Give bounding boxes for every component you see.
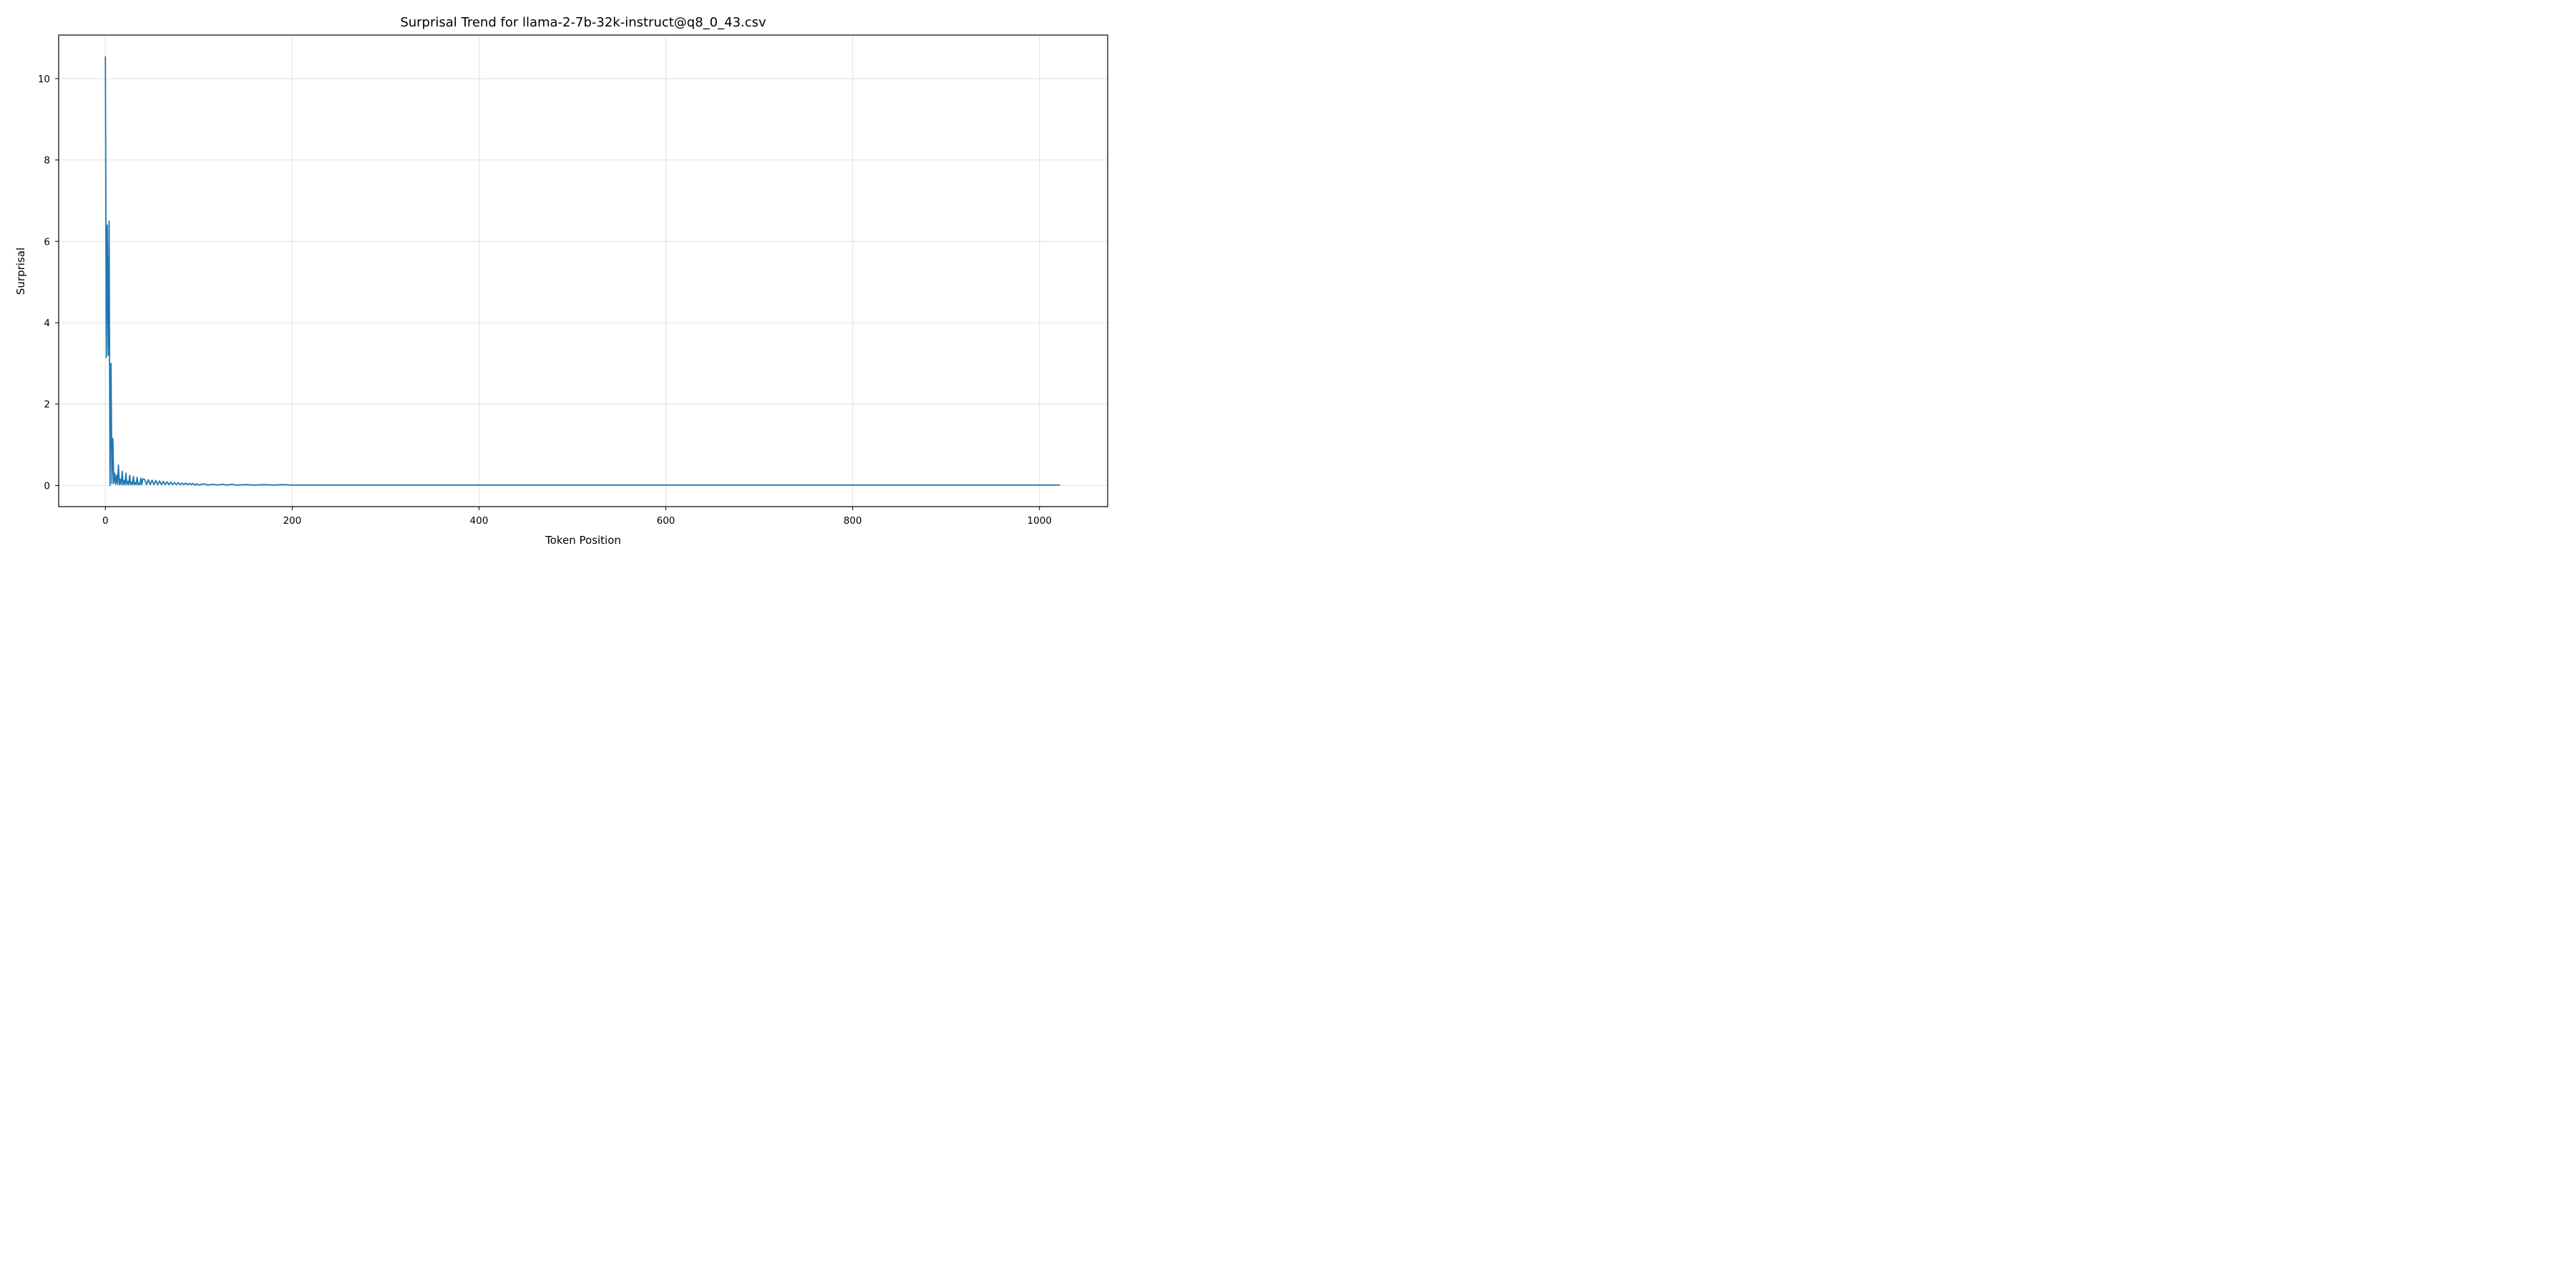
y-tick-label: 4 — [44, 318, 50, 329]
y-axis-ticks: 0 2 4 6 8 10 — [38, 74, 59, 492]
y-tick-label: 2 — [44, 399, 50, 411]
y-tick-label: 10 — [38, 74, 50, 85]
y-tick-label: 6 — [44, 236, 50, 248]
series-layer — [104, 56, 1060, 487]
y-axis-label: Surprisal — [14, 248, 27, 295]
chart-title: Surprisal Trend for llama-2-7b-32k-instr… — [400, 15, 766, 30]
x-tick-label: 800 — [844, 515, 862, 527]
x-axis-label: Token Position — [545, 534, 621, 547]
x-tick-label: 0 — [102, 515, 109, 527]
x-axis-ticks: 0 200 400 600 800 1000 — [102, 507, 1052, 527]
grid-lines — [59, 35, 1108, 507]
y-tick-label: 0 — [44, 480, 50, 492]
x-tick-label: 600 — [657, 515, 675, 527]
x-tick-label: 200 — [283, 515, 301, 527]
plot-frame — [58, 34, 1108, 507]
surprisal-line-chart: Surprisal Trend for llama-2-7b-32k-instr… — [14, 15, 1108, 547]
x-tick-label: 400 — [470, 515, 489, 527]
x-tick-label: 1000 — [1028, 515, 1052, 527]
surprisal-series-line — [104, 56, 1060, 487]
y-tick-label: 8 — [44, 155, 50, 167]
